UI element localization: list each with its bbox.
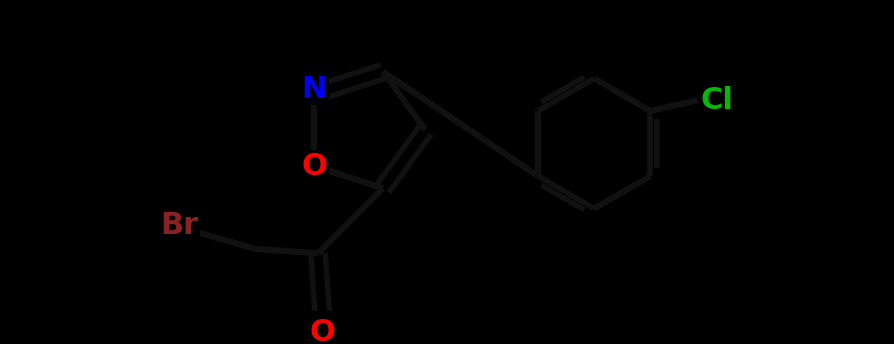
Text: Cl: Cl [700,86,733,115]
Text: O: O [309,318,335,344]
Text: N: N [301,75,326,104]
Text: O: O [301,152,327,181]
Text: Br: Br [160,211,198,240]
